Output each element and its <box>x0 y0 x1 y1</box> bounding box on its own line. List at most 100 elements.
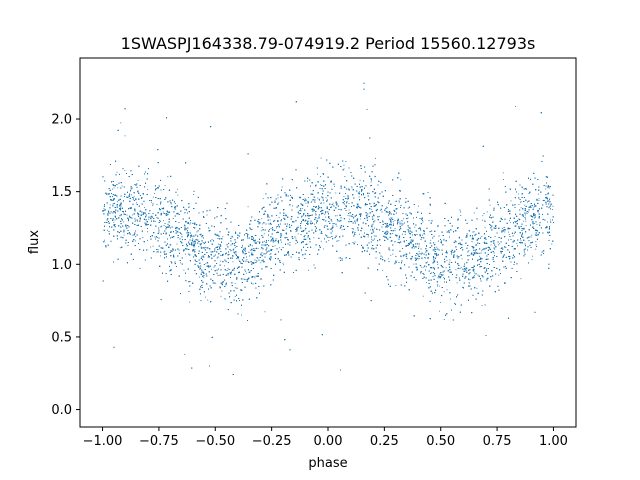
data-point <box>295 230 297 232</box>
data-point <box>481 305 483 307</box>
data-point <box>136 202 138 204</box>
data-point <box>278 202 280 204</box>
data-point <box>418 250 420 252</box>
data-point <box>484 227 486 229</box>
data-point <box>253 262 255 263</box>
data-point <box>486 211 488 213</box>
data-point <box>320 157 322 159</box>
data-point <box>436 246 438 248</box>
data-point <box>177 194 179 196</box>
data-point <box>233 248 235 250</box>
data-point <box>195 243 197 245</box>
data-point <box>274 245 276 247</box>
data-point <box>298 209 300 211</box>
data-point <box>491 279 492 281</box>
data-point <box>152 205 154 207</box>
data-point <box>263 253 265 255</box>
data-point <box>113 187 115 189</box>
data-point <box>431 272 433 274</box>
data-point <box>390 233 392 235</box>
data-point <box>498 244 499 246</box>
data-point <box>179 262 181 264</box>
data-point <box>457 257 459 259</box>
data-point <box>257 248 259 249</box>
data-point <box>134 240 136 242</box>
data-point <box>415 247 417 249</box>
data-point <box>241 263 243 265</box>
data-point <box>499 243 500 245</box>
data-point <box>107 229 108 231</box>
data-point <box>119 247 121 249</box>
data-point <box>234 296 236 298</box>
data-point <box>437 277 439 279</box>
data-point <box>520 278 522 280</box>
data-point <box>351 186 353 188</box>
data-point <box>146 221 148 223</box>
data-point <box>442 266 444 268</box>
data-point <box>413 247 415 249</box>
data-point <box>219 286 221 288</box>
data-point <box>259 254 261 256</box>
data-point <box>462 286 463 288</box>
data-point <box>200 246 202 248</box>
data-point <box>277 231 279 233</box>
data-point <box>502 172 504 174</box>
data-point <box>278 223 280 225</box>
data-point <box>331 220 333 222</box>
data-point <box>380 209 382 211</box>
data-point <box>114 202 116 204</box>
data-point <box>456 282 458 284</box>
data-point <box>398 201 400 203</box>
data-point <box>157 249 159 251</box>
data-point <box>422 234 423 236</box>
data-point <box>459 236 460 238</box>
data-point <box>359 218 361 220</box>
data-point <box>104 222 105 223</box>
data-point <box>112 203 114 205</box>
data-point <box>207 299 209 301</box>
data-point <box>254 277 256 279</box>
data-point <box>193 194 194 195</box>
data-point <box>308 269 309 271</box>
data-point <box>177 212 179 214</box>
data-point <box>445 267 447 269</box>
data-point <box>533 215 535 217</box>
data-point <box>264 240 266 242</box>
data-point <box>535 198 537 200</box>
data-point <box>404 234 406 235</box>
data-point <box>351 187 353 189</box>
data-point <box>279 247 281 249</box>
data-point <box>162 211 164 213</box>
data-point <box>132 214 134 216</box>
data-point <box>372 223 374 225</box>
data-point <box>371 238 372 240</box>
data-point <box>384 232 386 234</box>
data-point <box>528 211 529 213</box>
data-point <box>121 185 123 187</box>
data-point <box>154 193 156 195</box>
data-point <box>354 231 356 233</box>
data-point <box>394 228 396 229</box>
data-point <box>147 239 148 241</box>
data-point <box>524 204 526 206</box>
data-point <box>382 269 384 271</box>
data-point <box>343 196 345 197</box>
data-point <box>205 296 206 298</box>
data-point <box>217 243 219 245</box>
data-point <box>135 236 137 237</box>
data-point <box>422 295 424 297</box>
data-point <box>345 161 347 162</box>
data-point <box>414 226 416 228</box>
data-point <box>164 250 166 252</box>
data-point <box>438 285 440 287</box>
data-point <box>551 243 553 245</box>
data-point <box>408 232 410 234</box>
data-point <box>231 255 233 257</box>
data-point <box>307 180 308 182</box>
data-point <box>535 241 537 243</box>
data-point <box>509 222 511 223</box>
data-point <box>251 245 253 247</box>
data-point <box>552 205 554 207</box>
data-point <box>263 233 265 235</box>
data-point <box>137 220 139 222</box>
